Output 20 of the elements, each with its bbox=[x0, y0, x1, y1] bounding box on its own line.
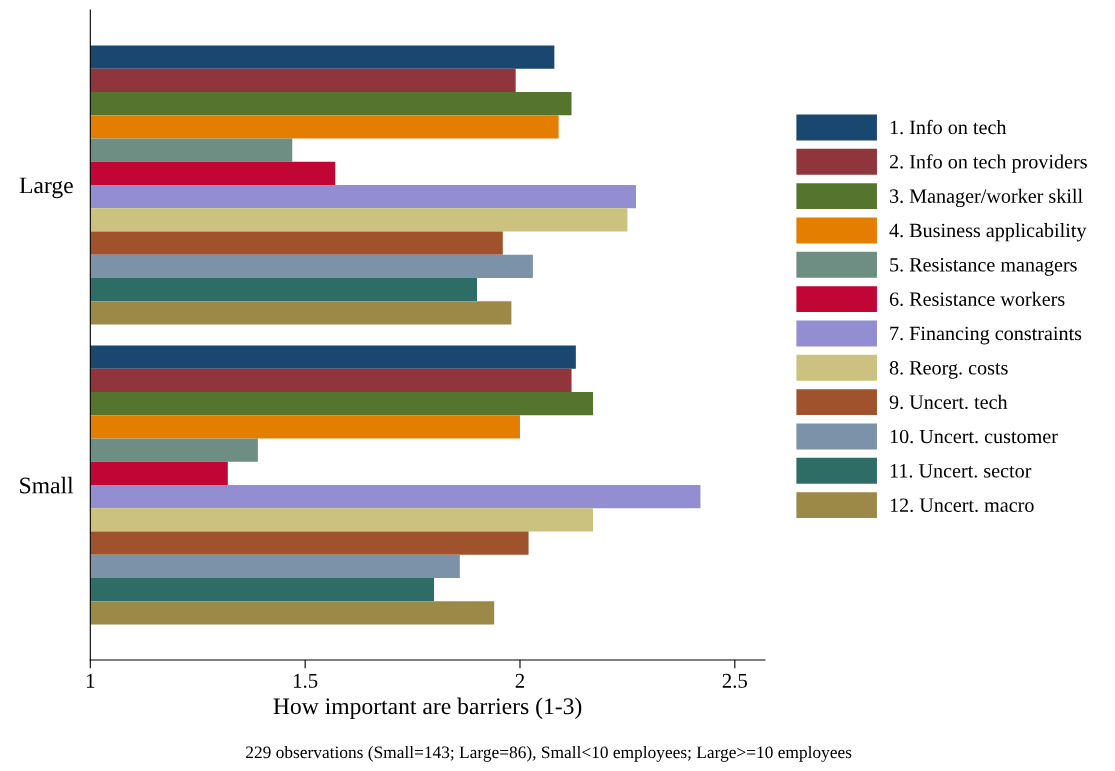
text: 229 observations (Small=143; Large=86), Small<10 employees; Large>=10 employees bbox=[246, 745, 852, 762]
legend-label: 3. Manager/worker skill bbox=[890, 188, 1083, 208]
x-tick-label: 2.5 bbox=[722, 673, 748, 688]
y-tick-label: Small bbox=[20, 476, 74, 494]
y-tick-label: Large bbox=[19, 177, 73, 199]
legend-label: 4. Business applicability bbox=[889, 223, 1087, 242]
x-axis-title: How important are barriers (1-3) bbox=[273, 697, 582, 720]
legend-label: 10. Uncert. customer bbox=[890, 429, 1058, 444]
legend-label: 2. Info on tech providers bbox=[889, 154, 1087, 173]
legend-label: 8. Reorg. costs bbox=[889, 361, 1008, 379]
x-tick-label: 1 bbox=[86, 673, 95, 688]
x-tick-label: 1.5 bbox=[293, 673, 318, 688]
legend-label: 11. Uncert. sector bbox=[890, 464, 1032, 478]
legend-label: 6. Resistance workers bbox=[889, 291, 1065, 307]
legend-label: 9. Uncert. tech bbox=[889, 394, 1008, 410]
legend-label: 5. Resistance managers bbox=[890, 258, 1077, 276]
legend-label: 1. Info on tech bbox=[890, 119, 1007, 135]
x-tick-label: 2 bbox=[515, 673, 525, 688]
legend-label: 7. Financing constraints bbox=[890, 326, 1082, 345]
legend-label: 12. Uncert. macro bbox=[890, 498, 1034, 513]
